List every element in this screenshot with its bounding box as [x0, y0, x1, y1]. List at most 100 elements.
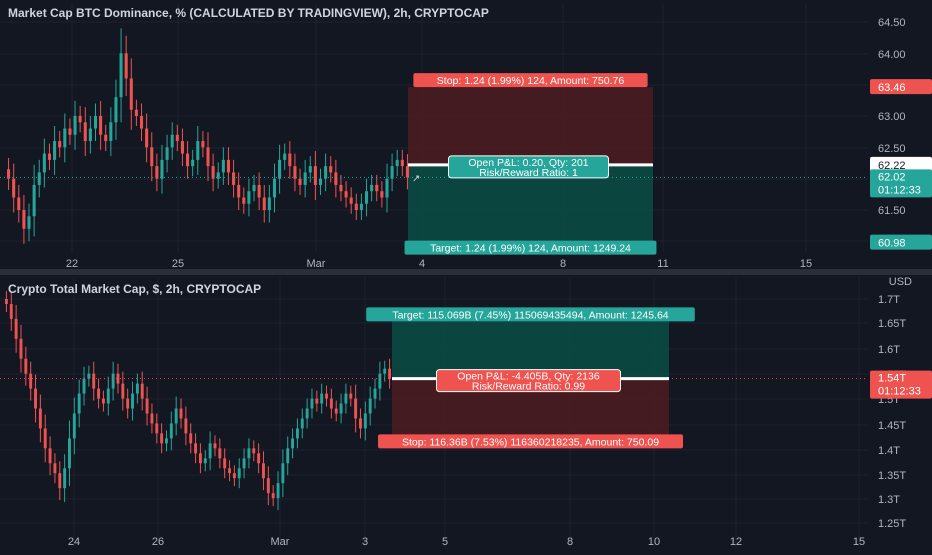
candle-body: [175, 134, 179, 142]
x-tick-label[interactable]: 3: [362, 536, 368, 548]
top-pane-candles: [7, 28, 409, 244]
y-tick-label[interactable]: 63.00: [878, 111, 906, 123]
candle-body: [88, 128, 92, 142]
candle-body: [165, 147, 169, 160]
candle-body: [19, 338, 23, 359]
y-tick-label[interactable]: 1.65T: [878, 318, 906, 330]
stop-loss-zone[interactable]: [408, 87, 653, 165]
candle-body: [99, 116, 103, 135]
candle-body: [179, 408, 183, 419]
y-tick-label[interactable]: 1.3T: [878, 494, 900, 506]
candle-body: [252, 448, 256, 454]
candle-body: [180, 141, 184, 154]
y-tick-label[interactable]: 1.25T: [878, 518, 906, 530]
x-tick-label[interactable]: 12: [730, 536, 742, 548]
y-tick-label[interactable]: 62.50: [878, 143, 906, 155]
x-tick-label[interactable]: 26: [152, 536, 164, 548]
bottom-pane-time-axis[interactable]: 24 26 Mar 3 5 8 10 12 15: [68, 536, 865, 548]
candle-body: [63, 128, 67, 148]
stop-label-box[interactable]: [378, 434, 683, 449]
candle-body: [7, 169, 11, 179]
target-label-box[interactable]: [404, 240, 657, 255]
candle-body: [58, 473, 62, 489]
candle-body: [203, 458, 207, 464]
take-profit-zone[interactable]: [392, 321, 669, 379]
y-tick-label[interactable]: 1.45T: [878, 420, 906, 432]
x-tick-label[interactable]: 8: [567, 536, 573, 548]
x-tick-label[interactable]: Mar: [271, 536, 290, 548]
candle-body: [373, 388, 377, 399]
y-tick-label[interactable]: 1.6T: [878, 344, 900, 356]
y-tick-label[interactable]: 1.4T: [878, 445, 900, 457]
candle-body: [9, 303, 13, 319]
y-tick-label[interactable]: 1.35T: [878, 470, 906, 482]
candle-body: [92, 373, 96, 389]
bottom-pane-position-overlay[interactable]: Stop: 116.36B (7.53%) 116360218235, Amou…: [0, 307, 868, 449]
bar-countdown-label: 01:12:33: [878, 386, 921, 398]
candle-body: [78, 116, 82, 123]
x-tick-label[interactable]: 24: [68, 536, 80, 548]
candle-body: [169, 423, 173, 439]
candle-body: [313, 166, 317, 185]
candle-body: [43, 428, 47, 449]
stop-label[interactable]: Stop: 116.36B (7.53%) 116360218235, Amou…: [402, 436, 659, 448]
target-label[interactable]: Target: 1.24 (1.99%) 124, Amount: 1249.2…: [430, 243, 631, 255]
x-tick-label[interactable]: 8: [560, 258, 566, 270]
pnl-label[interactable]: Open P&L: -4.405B, Qty: 2136: [457, 371, 600, 383]
x-tick-label[interactable]: 11: [657, 258, 668, 270]
candle-body: [101, 398, 105, 404]
x-tick-label[interactable]: 22: [66, 258, 78, 270]
top-pane-price-axis[interactable]: 64.50 64.00 63.00 62.50 61.50 63.46 62.2262.02…: [870, 17, 932, 250]
x-tick-label[interactable]: 5: [442, 536, 448, 548]
candle-body: [300, 418, 304, 429]
bar-countdown-label: 01:12:33: [878, 184, 921, 196]
bottom-pane-price-axis[interactable]: 1.7T1.65T1.6T1.55T1.5T1.45T1.4T1.35T1.3T…: [870, 294, 932, 530]
target-label[interactable]: Target: 115.069B (7.45%) 115069435494, A…: [392, 309, 668, 321]
pnl-box[interactable]: [448, 155, 609, 179]
pnl-label[interactable]: Open P&L: 0.20, Qty: 201: [468, 157, 588, 169]
bottom-pane-candles: [4, 291, 392, 511]
y-tick-label[interactable]: 64.50: [878, 17, 906, 29]
y-tick-label[interactable]: 64.00: [878, 49, 906, 61]
candle-body: [354, 203, 358, 210]
entry-price-badge-badge: [870, 156, 932, 172]
last-price-label: 62.02: [878, 171, 906, 183]
x-tick-label[interactable]: 25: [172, 258, 184, 270]
y-tick-label[interactable]: 61.50: [878, 205, 906, 217]
risk-reward-label[interactable]: Risk/Reward Ratio: 1: [479, 167, 578, 179]
x-tick-label[interactable]: 4: [419, 258, 425, 270]
x-tick-label[interactable]: 15: [853, 536, 865, 548]
candle-body: [150, 413, 154, 424]
target-label-box[interactable]: [366, 307, 695, 322]
top-pane-title: Market Cap BTC Dominance, % (CALCULATED …: [8, 6, 489, 20]
candle-body: [155, 166, 159, 179]
x-tick-label[interactable]: 10: [648, 536, 660, 548]
candle-body: [58, 141, 62, 148]
top-pane-position-overlay[interactable]: Stop: 1.24 (1.99%) 124, Amount: 750.76 Ta…: [0, 73, 868, 255]
y-tick-label[interactable]: 1.7T: [878, 294, 900, 306]
crosshair-icon: ↗: [412, 173, 420, 184]
x-tick-label[interactable]: Mar: [307, 258, 326, 270]
candle-body: [380, 191, 384, 198]
stop-label[interactable]: Stop: 1.24 (1.99%) 124, Amount: 750.76: [437, 75, 625, 87]
candle-body: [257, 453, 261, 464]
top-pane-time-axis[interactable]: 22 25 Mar 4 8 11 15: [66, 258, 812, 270]
candle-body: [160, 159, 164, 179]
candle-body: [349, 197, 353, 204]
candle-body: [226, 159, 230, 173]
last-price-label: 1.54T: [878, 373, 906, 385]
pane-separator[interactable]: [0, 269, 932, 275]
candle-body: [186, 153, 190, 167]
risk-reward-label[interactable]: Risk/Reward Ratio: 0.99: [472, 381, 585, 393]
candle-body: [318, 178, 323, 185]
candle-body: [339, 184, 343, 192]
x-tick-label[interactable]: 15: [800, 258, 812, 270]
pnl-box[interactable]: [436, 369, 621, 393]
stop-label-box[interactable]: [413, 73, 648, 88]
candle-body: [286, 448, 290, 464]
last-price-badge: [870, 169, 932, 198]
candle-body: [73, 116, 77, 135]
candle-body: [53, 463, 57, 474]
